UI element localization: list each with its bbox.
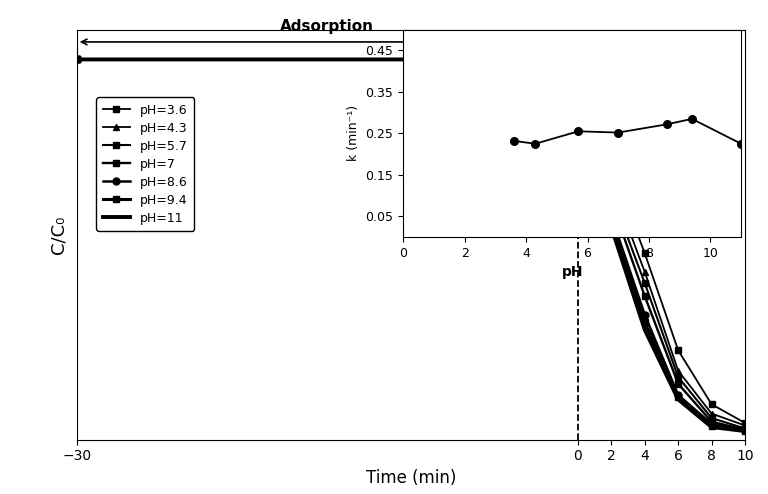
pH=9.4 [607, 219, 616, 225]
pH=5.7 [707, 415, 717, 421]
pH=8.6 [607, 213, 616, 219]
Line: pH=3.6: pH=3.6 [73, 56, 749, 426]
pH=7 [740, 427, 750, 433]
pH=5.7 [573, 56, 583, 62]
pH=9.4 [573, 56, 583, 62]
pH=3.6 [641, 250, 650, 256]
pH=11 [607, 224, 616, 230]
pH=3.6 [607, 161, 616, 167]
Line: pH=7: pH=7 [73, 56, 749, 433]
pH=4.3 [72, 56, 81, 62]
Y-axis label: k (min⁻¹): k (min⁻¹) [347, 105, 360, 162]
Text: Adsorption: Adsorption [280, 19, 374, 34]
pH=5.7 [740, 425, 750, 431]
pH=11 [573, 56, 583, 62]
X-axis label: pH: pH [561, 265, 583, 280]
pH=11 [707, 424, 717, 430]
pH=4.3 [641, 269, 650, 275]
Line: pH=5.7: pH=5.7 [73, 56, 749, 432]
pH=5.7 [641, 280, 650, 286]
pH=8.6 [641, 312, 650, 318]
Y-axis label: C/C₀: C/C₀ [50, 215, 68, 254]
Legend: pH=3.6, pH=4.3, pH=5.7, pH=7, pH=8.6, pH=9.4, pH=11: pH=3.6, pH=4.3, pH=5.7, pH=7, pH=8.6, pH… [97, 97, 194, 231]
pH=5.7 [674, 374, 683, 380]
pH=8.6 [674, 392, 683, 398]
pH=8.6 [740, 427, 750, 433]
pH=3.6 [740, 420, 750, 426]
pH=3.6 [707, 401, 717, 407]
pH=5.7 [72, 56, 81, 62]
pH=4.3 [740, 422, 750, 428]
pH=9.4 [641, 319, 650, 325]
pH=7 [72, 56, 81, 62]
pH=3.6 [573, 56, 583, 62]
pH=4.3 [573, 56, 583, 62]
pH=8.6 [573, 56, 583, 62]
pH=11 [674, 397, 683, 403]
pH=4.3 [707, 411, 717, 416]
pH=9.4 [674, 394, 683, 400]
Line: pH=9.4: pH=9.4 [73, 56, 749, 434]
pH=4.3 [674, 368, 683, 373]
pH=3.6 [72, 56, 81, 62]
pH=3.6 [674, 347, 683, 353]
pH=4.3 [607, 179, 616, 185]
pH=9.4 [72, 56, 81, 62]
pH=5.7 [607, 191, 616, 197]
pH=9.4 [707, 423, 717, 429]
pH=7 [674, 381, 683, 387]
pH=7 [573, 56, 583, 62]
Line: pH=11: pH=11 [77, 59, 745, 431]
pH=11 [641, 327, 650, 332]
pH=11 [740, 428, 750, 434]
pH=7 [607, 198, 616, 204]
X-axis label: Time (min): Time (min) [366, 469, 456, 487]
Line: pH=8.6: pH=8.6 [73, 56, 749, 434]
pH=7 [641, 293, 650, 299]
pH=7 [707, 419, 717, 425]
pH=11 [72, 56, 81, 62]
pH=8.6 [72, 56, 81, 62]
pH=9.4 [740, 428, 750, 434]
pH=8.6 [707, 421, 717, 427]
Line: pH=4.3: pH=4.3 [73, 56, 749, 429]
